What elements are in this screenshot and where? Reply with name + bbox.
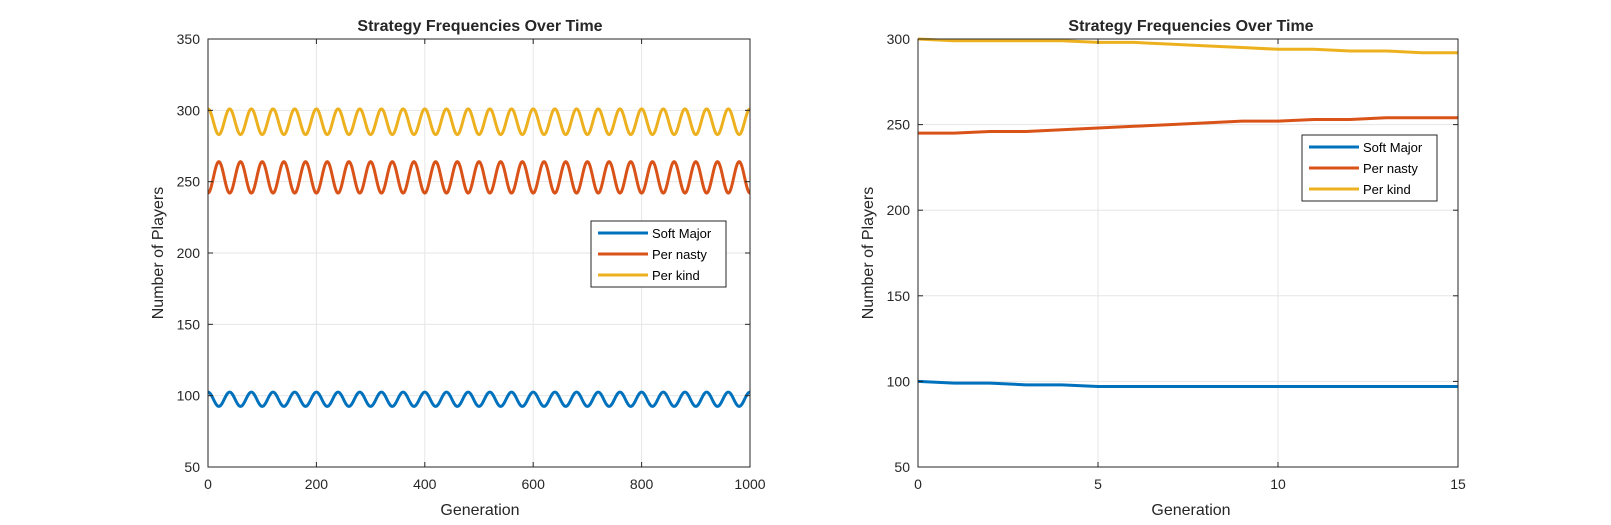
legend: Soft Major Per nasty Per kind: [590, 220, 727, 288]
y-axis-label: Number of Players: [150, 187, 167, 320]
series-line-soft-major: [207, 390, 751, 408]
x-tick-label: 400: [413, 476, 437, 492]
series-line-per-nasty: [207, 160, 751, 195]
y-tick-label: 300: [177, 102, 201, 118]
y-tick-label: 50: [894, 459, 910, 475]
x-tick-label: 5: [1094, 476, 1102, 492]
legend-label-per-kind: Per kind: [652, 268, 700, 283]
x-tick-label: 0: [204, 476, 212, 492]
legend-label-soft-major: Soft Major: [652, 226, 712, 241]
series-line-per-nasty: [918, 116, 1458, 135]
legend: Soft Major Per nasty Per kind: [1301, 134, 1438, 202]
y-tick-label: 250: [887, 117, 911, 133]
series-line-per-kind: [917, 37, 1458, 55]
y-tick-label: 150: [177, 316, 201, 332]
axes-box: [917, 38, 1459, 468]
chart-title: Strategy Frequencies Over Time: [357, 18, 602, 35]
y-tick-label: 200: [887, 202, 911, 218]
y-tick-label: 250: [177, 174, 201, 190]
chart-left: Strategy Frequencies Over Time Generatio…: [150, 18, 766, 519]
x-tick-label: 1000: [734, 476, 765, 492]
series-line-per-kind: [207, 107, 751, 137]
legend-label-per-kind: Per kind: [1363, 182, 1411, 197]
y-tick-label: 50: [184, 459, 200, 475]
series-line-soft-major: [917, 379, 1458, 389]
y-tick-label: 300: [887, 31, 911, 47]
x-tick-label: 800: [630, 476, 654, 492]
legend-label-per-nasty: Per nasty: [1363, 161, 1418, 176]
y-axis-label: Number of Players: [860, 187, 877, 320]
x-tick-label: 0: [914, 476, 922, 492]
legend-label-soft-major: Soft Major: [1363, 140, 1423, 155]
x-axis-label: Generation: [1151, 502, 1230, 519]
x-tick-label: 200: [305, 476, 329, 492]
y-tick-label: 350: [177, 31, 201, 47]
x-tick-label: 15: [1450, 476, 1466, 492]
plot-area: [918, 39, 1458, 467]
y-tick-label: 200: [177, 245, 201, 261]
chart-title: Strategy Frequencies Over Time: [1068, 18, 1313, 35]
y-tick-label: 100: [887, 373, 911, 389]
x-tick-label: 600: [522, 476, 546, 492]
y-tick-label: 100: [177, 388, 201, 404]
x-tick-label: 10: [1270, 476, 1286, 492]
chart-right: Strategy Frequencies Over Time Generatio…: [860, 18, 1466, 519]
x-axis-label: Generation: [440, 502, 519, 519]
y-tick-label: 150: [887, 288, 911, 304]
legend-label-per-nasty: Per nasty: [652, 247, 707, 262]
